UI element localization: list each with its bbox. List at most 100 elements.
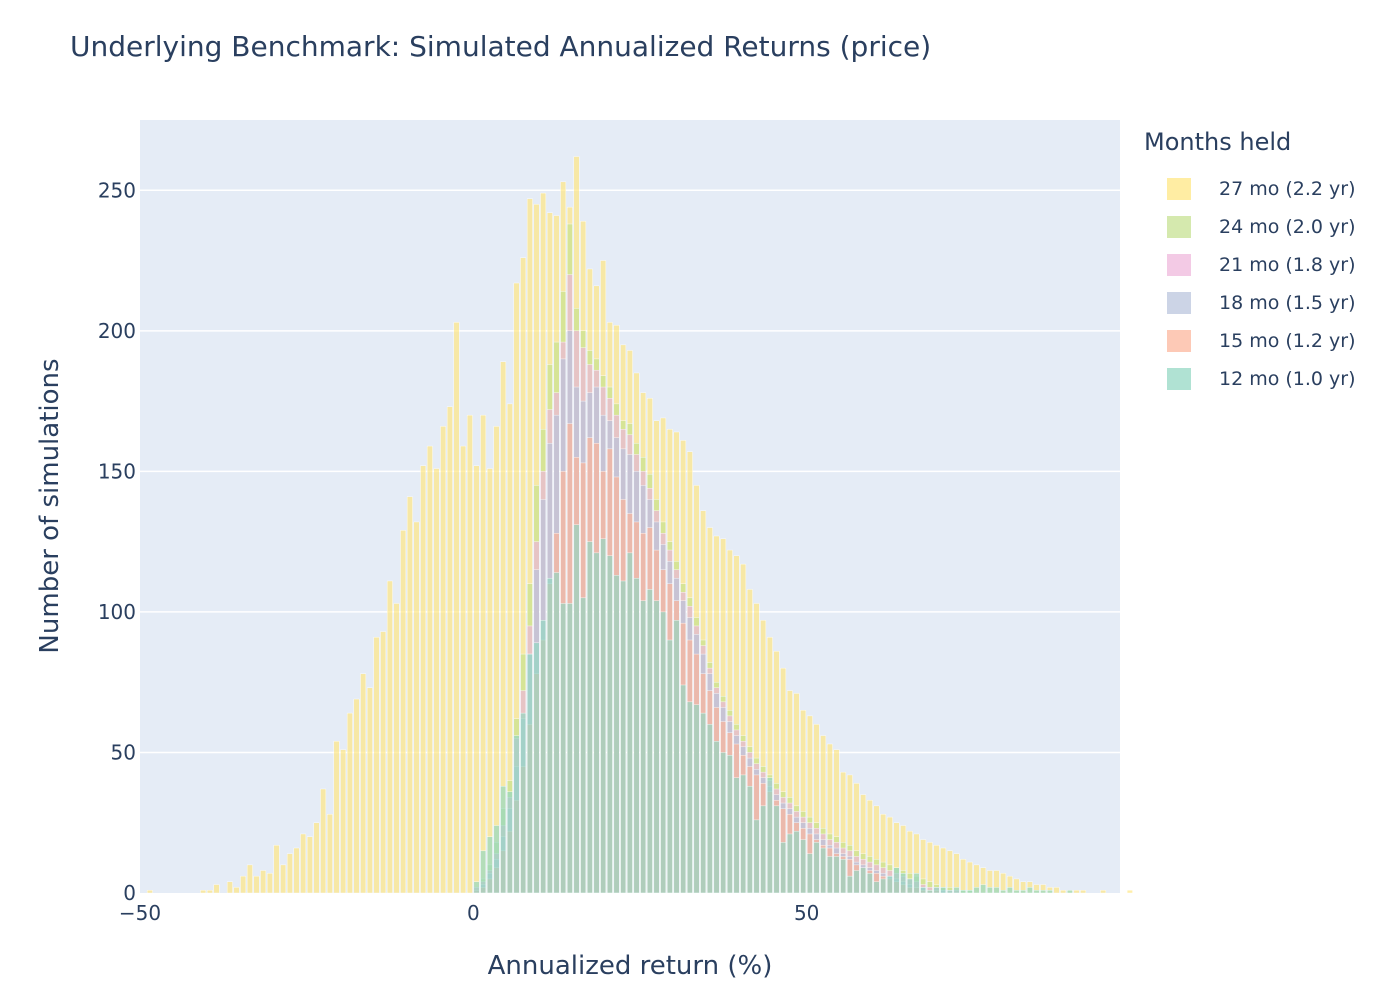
histogram-bar [346,712,353,894]
histogram-bar [720,752,727,894]
histogram-bar [340,749,347,894]
x-tick-label: 0 [467,901,480,925]
histogram-bar [960,859,967,894]
y-axis-title: Number of simulations [35,358,65,653]
histogram-bar [940,847,947,894]
histogram-bar [1013,889,1020,894]
histogram-bar [1126,889,1133,894]
histogram-bar [746,785,753,894]
histogram-bar [500,785,507,894]
histogram-bar [873,881,880,894]
histogram-bar [493,825,500,894]
histogram-bar [600,538,607,894]
histogram-bar [453,322,460,894]
histogram-bar [400,530,407,894]
histogram-bar [606,555,613,894]
histogram-bar [666,639,673,894]
histogram-bar [866,873,873,894]
legend-swatch [1167,254,1191,276]
histogram-bar [933,887,940,894]
legend-item[interactable]: 21 mo (1.8 yr) [1144,246,1384,284]
histogram-bar [386,580,393,894]
histogram-bar [280,864,287,894]
histogram-bar [920,887,927,894]
histogram-bar [960,889,967,894]
histogram-bar [886,875,893,894]
histogram-bar [513,735,520,894]
histogram-bar [946,850,953,894]
histogram-bar [1046,889,1053,894]
histogram-bar [486,468,493,894]
histogram-bar [793,830,800,894]
histogram-bar [146,889,153,894]
legend-item[interactable]: 18 mo (1.5 yr) [1144,284,1384,322]
histogram-bar [1040,889,1047,894]
legend-label: 21 mo (1.8 yr) [1219,254,1356,276]
histogram-bar [433,468,440,894]
histogram-bar [320,788,327,894]
histogram-bar [660,611,667,894]
histogram-bar [1073,889,1080,894]
histogram-bar [906,878,913,894]
histogram-bar [973,887,980,894]
legend-item[interactable]: 24 mo (2.0 yr) [1144,208,1384,246]
histogram-bar [240,875,247,894]
legend-title: Months held [1144,128,1292,156]
histogram-bar [893,867,900,894]
y-tick-label: 50 [111,740,136,764]
histogram-bar [233,887,240,894]
legend-label: 18 mo (1.5 yr) [1219,292,1356,314]
legend-item[interactable]: 12 mo (1.0 yr) [1144,360,1384,398]
x-tick-labels: −50 0 50 [119,901,820,925]
histogram-bar [286,853,293,894]
histogram-bar [980,884,987,894]
histogram-bar [353,698,360,894]
histogram-bar [493,426,500,894]
histogram-bar [440,426,447,894]
legend-item[interactable]: 15 mo (1.2 yr) [1144,322,1384,360]
histogram-bar [333,741,340,894]
histogram-bar [760,805,767,894]
histogram-bar [473,881,480,894]
histogram-bar [473,465,480,894]
histogram-bar [426,445,433,894]
histogram-bar [800,839,807,894]
histogram-bar [653,600,660,894]
legend-label: 24 mo (2.0 yr) [1219,216,1356,238]
histogram-bar [913,873,920,894]
histogram-bar [226,881,233,894]
y-tick-label: 0 [123,881,136,905]
histogram-bar [613,575,620,894]
histogram-bar [573,524,580,894]
histogram-bar [926,889,933,894]
legend: Months held 27 mo (2.2 yr) 24 mo (2.0 yr)… [1144,128,1384,398]
histogram-bar [953,887,960,894]
series-12 mo (1.0 yr) [473,524,1073,894]
y-tick-label: 100 [98,600,136,624]
histogram-bar [680,684,687,894]
histogram-bar [673,620,680,894]
histogram-bar [993,887,1000,894]
histogram-bar [506,791,513,894]
histogram-bar [633,577,640,894]
legend-label: 27 mo (2.2 yr) [1219,178,1356,200]
histogram-bar [420,465,427,894]
histogram-bar [846,875,853,894]
histogram-bar [293,847,300,894]
legend-item[interactable]: 27 mo (2.2 yr) [1144,170,1384,208]
histogram-bar [533,642,540,894]
histogram-bar [620,580,627,894]
histogram-bar [806,853,813,894]
histogram-bar [413,521,420,894]
histogram-bar [1033,889,1040,894]
legend-swatch [1167,330,1191,352]
histogram-bar [1020,889,1027,894]
histogram-bar [460,445,467,894]
chart-title: Underlying Benchmark: Simulated Annualiz… [70,30,932,63]
histogram-bar [593,552,600,894]
y-tick-label: 200 [98,319,136,343]
histogram-bar [553,572,560,894]
x-axis-title: Annualized return (%) [488,951,773,981]
histogram-bar [246,864,253,894]
histogram-bar [626,552,633,894]
